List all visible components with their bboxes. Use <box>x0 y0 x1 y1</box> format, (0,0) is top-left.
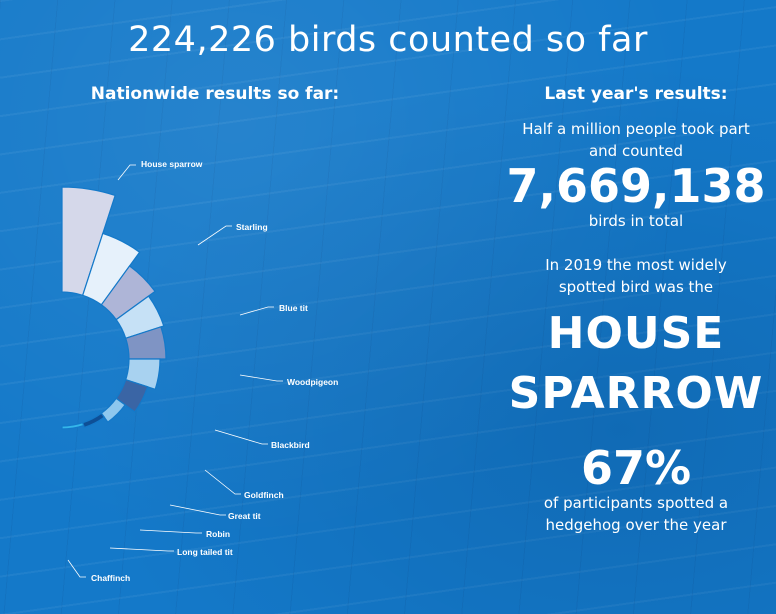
leader-line <box>169 504 226 516</box>
most-spotted-bird-2: SPARROW <box>508 368 764 419</box>
rose-segment-woodpigeon <box>115 295 165 340</box>
rose-segment-house-sparrow <box>61 186 116 297</box>
segment-label: House sparrow <box>141 159 203 169</box>
rose-segment-robin <box>100 397 126 423</box>
participants-line-1: Half a million people took part <box>522 120 750 138</box>
segment-label: Starling <box>236 222 268 232</box>
segment-label: Blackbird <box>271 440 310 450</box>
segment-label: Woodpigeon <box>287 377 338 387</box>
last-year-heading: Last year's results: <box>544 84 728 104</box>
leader-line <box>139 529 202 534</box>
segment-label: Robin <box>206 529 230 539</box>
rose-segment-blackbird <box>124 326 167 360</box>
segment-label: Long tailed tit <box>177 547 233 557</box>
last-year-panel: Last year's results: Half a million peop… <box>500 84 772 536</box>
segment-label: Goldfinch <box>244 490 284 500</box>
hedgehog-line-1: of participants spotted a <box>543 494 729 512</box>
rose-segment-long-tailed-tit <box>81 412 106 429</box>
participants-line-2: and counted <box>588 142 684 160</box>
most-spotted-bird-1: HOUSE <box>547 308 725 359</box>
leader-line <box>109 547 174 552</box>
leader-line <box>214 429 268 445</box>
rose-segment-goldfinch <box>124 358 161 391</box>
page-title: 224,226 birds counted so far <box>128 20 648 60</box>
nationwide-heading: Nationwide results so far: <box>90 84 340 104</box>
hedgehog-line-2: hedgehog over the year <box>545 516 727 534</box>
leader-line <box>239 374 283 382</box>
leader-line <box>117 164 136 181</box>
total-birds-label: birds in total <box>588 212 684 230</box>
total-birds-number: 7,669,138 <box>506 159 766 213</box>
segment-label: Great tit <box>228 511 261 521</box>
leader-line <box>197 225 232 246</box>
leader-line <box>204 469 241 495</box>
rose-segment-chaffinch <box>61 421 85 430</box>
leader-line <box>67 559 86 578</box>
rose-segment-blue-tit <box>100 265 156 321</box>
most-spotted-line-2: spotted bird was the <box>558 278 714 296</box>
segment-label: Blue tit <box>279 303 308 313</box>
rose-segment-starling <box>81 232 141 306</box>
segment-label: Chaffinch <box>91 573 130 583</box>
hedgehog-percent: 67% <box>580 441 692 495</box>
leader-line <box>239 306 274 316</box>
most-spotted-line-1: In 2019 the most widely <box>545 256 727 274</box>
